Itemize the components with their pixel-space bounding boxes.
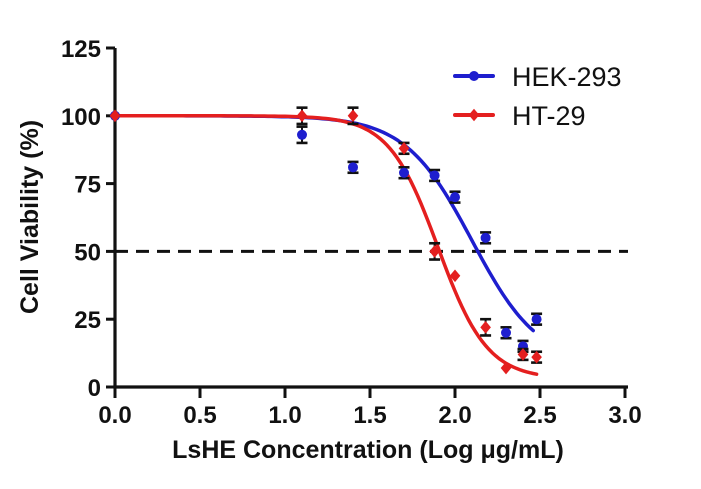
legend-marker-circle [469, 71, 479, 81]
ht-29-point [449, 269, 461, 283]
x-tick-label: 1.5 [353, 402, 386, 429]
x-axis-title: LsHE Concentration (Log μg/mL) [172, 436, 564, 464]
ht-29-point [347, 109, 359, 123]
ht-29-point [517, 348, 529, 361]
legend-label-hek-293: HEK-293 [512, 62, 622, 92]
legend: HEK-293 HT-29 [453, 62, 622, 131]
hek-293-point [348, 162, 358, 173]
hek-293-point [480, 232, 491, 243]
x-tick-label: 1.0 [268, 402, 301, 429]
hek-293-point [429, 170, 440, 181]
ht-29-fit-curve [113, 114, 539, 376]
y-tick-label: 25 [74, 307, 101, 334]
hek-293-point [531, 314, 542, 325]
legend-marker-diamond [468, 108, 480, 122]
x-tick-label: 2.0 [438, 402, 471, 429]
y-tick-label: 50 [74, 239, 101, 266]
x-tick-label: 2.5 [523, 402, 556, 429]
ht-29-point [296, 109, 308, 123]
ht-29-point [500, 361, 512, 375]
hek-293-fit-curve [113, 114, 535, 333]
y-tick-label: 0 [88, 375, 101, 402]
hek-293-points [110, 110, 543, 354]
hek-293-point [450, 192, 460, 203]
y-axis-title: Cell Viability (%) [16, 120, 44, 314]
tick-labels: 0 25 50 75 100 125 0.0 0.5 1.0 1.5 2.0 2.5 3.0 [61, 36, 642, 429]
hek-293-point [399, 167, 409, 178]
ht-29-point [531, 350, 542, 364]
ht-29-point [480, 321, 491, 334]
y-tick-label: 75 [74, 172, 101, 199]
hek-293-point [501, 327, 511, 338]
hek-293-point [297, 129, 307, 140]
data-points [109, 106, 543, 375]
legend-label-ht-29: HT-29 [512, 101, 586, 131]
x-tick-label: 0.5 [183, 402, 216, 429]
ht-29-point [109, 109, 121, 123]
y-tick-label: 125 [61, 36, 101, 63]
ht-29-point [398, 142, 410, 155]
y-tick-label: 100 [61, 104, 101, 131]
ht-29-points [109, 106, 543, 375]
plot-axes [106, 46, 628, 398]
x-tick-label: 3.0 [608, 402, 641, 429]
fit-curves [113, 114, 539, 376]
x-tick-label: 0.0 [98, 402, 131, 429]
ht-29-point [429, 245, 440, 258]
